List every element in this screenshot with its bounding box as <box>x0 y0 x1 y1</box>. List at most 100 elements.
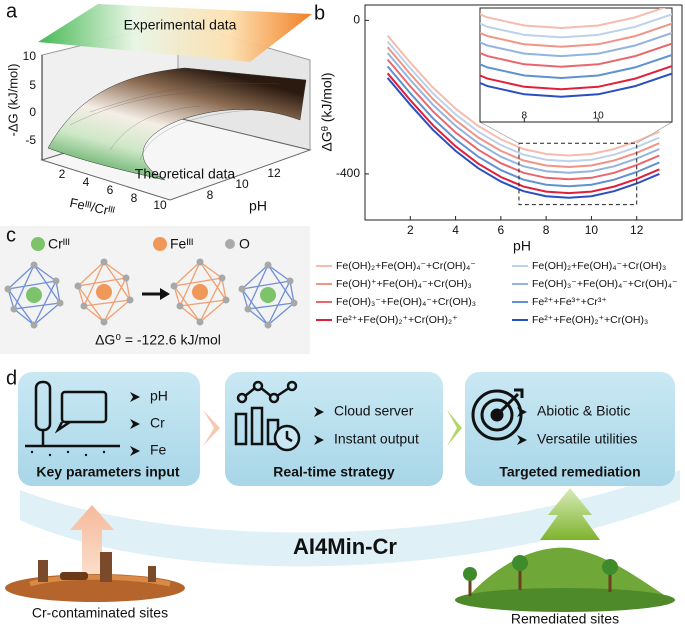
stump <box>38 560 48 582</box>
bond <box>33 280 57 326</box>
strategy-icon <box>234 380 301 452</box>
bond <box>289 280 295 304</box>
shape <box>30 450 34 454</box>
oxygen-atom <box>122 274 130 282</box>
shape <box>252 380 264 392</box>
line <box>386 77 660 199</box>
bond <box>33 264 61 304</box>
octahedron <box>4 261 64 329</box>
bond <box>103 261 131 301</box>
bond <box>83 305 105 323</box>
bond <box>77 261 105 287</box>
platform-name: AI4Min-Cr <box>293 534 397 559</box>
x-tick-label: 6 <box>107 183 114 197</box>
line <box>386 58 660 181</box>
oxygen-atom <box>244 305 252 313</box>
step-item: pH <box>150 388 168 404</box>
outcome-label: Remediated sites <box>511 611 619 627</box>
panel-label: b <box>314 2 325 24</box>
line <box>386 46 660 169</box>
oxygen-atom <box>238 285 246 293</box>
bond <box>247 308 269 326</box>
z-axis-label: -ΔG (kJ/mol) <box>5 64 20 137</box>
bullet-arrow <box>130 392 140 402</box>
step-item: Fe <box>150 442 167 458</box>
experimental-plane <box>38 4 312 62</box>
oxygen-atom <box>264 321 272 329</box>
oxygen-atom <box>126 296 134 304</box>
panel-b: b pH ΔGᶿ (kJ/mol) 2 4 6 8 10 12 0 -400 8 10 Fe(OH)… <box>314 2 683 326</box>
bond <box>241 288 269 326</box>
bullet-arrow <box>130 446 140 456</box>
plane-label: Experimental data <box>124 17 237 33</box>
legend-label: Fe²⁺+Fe(OH)₂⁺+Cr(OH)₃ <box>532 314 648 326</box>
bond <box>267 280 291 326</box>
bond <box>77 285 105 323</box>
zoom-connector <box>479 121 520 144</box>
source-label: Cr-contaminated sites <box>32 605 168 621</box>
bullet-arrow <box>130 419 140 429</box>
x-tick-label: 4 <box>83 175 90 189</box>
panel-label: c <box>6 224 16 246</box>
oxygen-atom <box>10 305 18 313</box>
x-tick-label: 8 <box>131 191 138 205</box>
inset-line <box>480 42 672 68</box>
zoom-box <box>518 142 638 206</box>
stump <box>148 566 156 582</box>
bond <box>83 299 131 307</box>
panel-a-ticks: 10 5 0 -5 2 4 6 8 10 8 10 12 <box>23 49 281 212</box>
bond <box>267 302 295 326</box>
y-axis-label: pH <box>249 198 267 214</box>
y-tick-label: 8 <box>207 188 214 202</box>
shape <box>234 412 248 446</box>
oxygen-atom <box>222 296 230 304</box>
panel-label: d <box>6 367 17 389</box>
octahedron <box>238 261 298 329</box>
y-tick-label: -400 <box>336 166 360 180</box>
step-item: Cr <box>150 415 165 431</box>
step-item: Instant output <box>334 431 419 447</box>
z-tick-label: -5 <box>25 133 36 147</box>
step-title: Real-time strategy <box>273 464 395 480</box>
bond <box>7 264 35 290</box>
oxygen-atom <box>30 321 38 329</box>
legend-label: O <box>239 236 250 252</box>
inset-line <box>480 53 672 80</box>
z-tick-label: 5 <box>29 78 36 92</box>
bond <box>7 288 35 326</box>
tree-crown <box>512 555 528 571</box>
inset-line <box>480 72 672 98</box>
legend-label: Fe(OH)₃⁻+Fe(OH)₄⁻+Cr(OH)₃ <box>336 296 476 308</box>
bond <box>247 302 295 310</box>
bond <box>103 261 127 279</box>
line <box>386 35 660 157</box>
legend-label: Crᴵᴵᴵ <box>48 236 70 252</box>
soil-dots <box>30 450 106 457</box>
bullet-arrow <box>314 435 324 445</box>
tree-crown <box>602 559 618 575</box>
legend-swatch <box>225 239 235 249</box>
oxygen-atom <box>264 261 272 269</box>
target-icon <box>471 388 524 441</box>
metal-atom <box>192 284 208 300</box>
bond <box>77 277 127 287</box>
shape <box>236 392 248 404</box>
shape <box>495 388 524 417</box>
inset-lines <box>480 8 672 98</box>
mesh <box>69 83 281 161</box>
octahedron <box>170 258 230 326</box>
log <box>60 572 88 580</box>
line <box>386 65 660 188</box>
sensor-icon <box>25 380 120 448</box>
shape <box>54 420 71 434</box>
plot-lines <box>386 35 660 199</box>
legend-label: Fe²⁺+Fe³⁺+Cr³⁺ <box>532 296 607 308</box>
bond <box>13 302 61 310</box>
x-tick-label: 2 <box>59 167 66 181</box>
surface-label: Theoretical data <box>135 166 236 182</box>
inset-line <box>480 13 672 39</box>
bond <box>267 264 295 304</box>
oxygen-atom <box>286 277 294 285</box>
legend-label: Feᴵᴵᴵ <box>170 236 193 252</box>
bond <box>241 264 269 290</box>
